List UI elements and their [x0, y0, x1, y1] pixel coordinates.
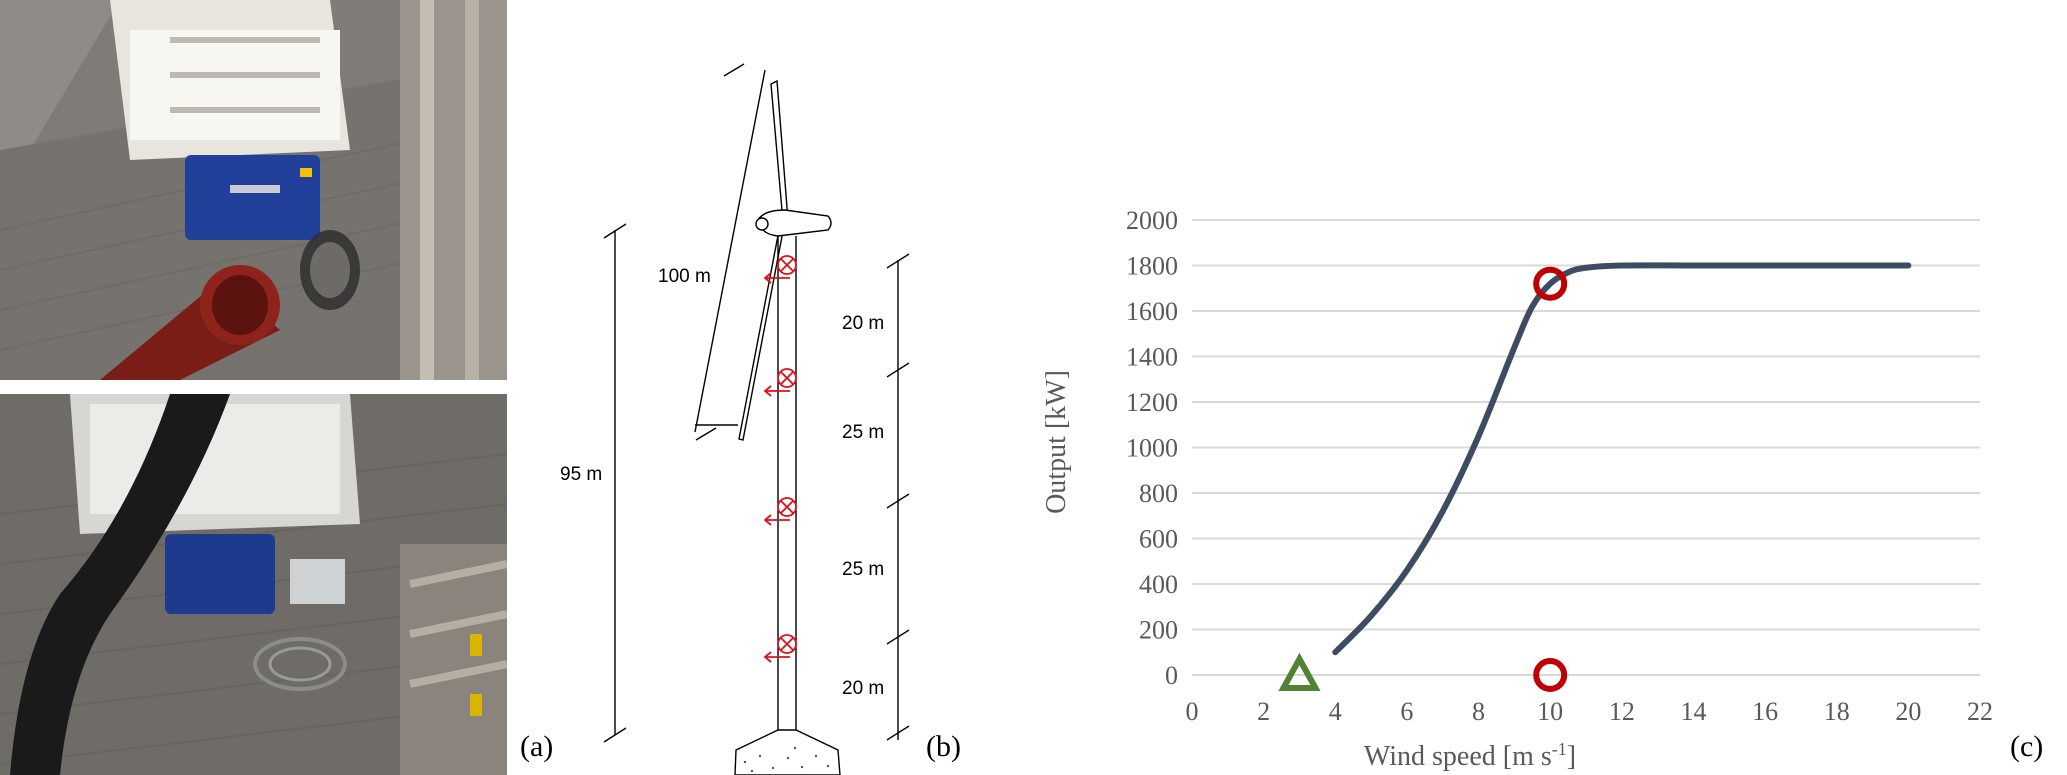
marker-triangle-2 [1278, 652, 1321, 691]
photo-bottom [0, 394, 507, 775]
marker-circle-1 [1533, 658, 1568, 692]
panel-label-b: (b) [926, 730, 961, 763]
segment-label-4: 20 m [842, 678, 884, 699]
blade-lower [738, 224, 785, 441]
photo-logger-bottom-view [0, 394, 507, 775]
panel-label-a: (a) [520, 730, 554, 763]
x-tick-18: 18 [1824, 697, 1850, 726]
x-tick-8: 8 [1472, 697, 1485, 726]
x-axis-title-end: ] [1567, 741, 1576, 772]
x-tick-2: 2 [1257, 697, 1270, 726]
y-axis-title: Output [kW] [1041, 370, 1072, 514]
y-tick-200: 200 [1139, 616, 1178, 645]
y-tick-1000: 1000 [1126, 434, 1178, 463]
sensor-2 [763, 368, 797, 397]
y-tick-1400: 1400 [1126, 343, 1178, 372]
sensor-3 [763, 497, 797, 526]
photo-top [0, 0, 507, 380]
power-curve-chart: 0 200 400 600 800 1000 1200 1400 1600 1800 2000 0 2… [1041, 206, 1994, 772]
rotor-dimension-line [694, 69, 766, 433]
y-tick-600: 600 [1139, 525, 1178, 554]
x-axis-title: Wind speed [m s-1] [1364, 739, 1576, 772]
y-tick-1800: 1800 [1126, 252, 1178, 281]
sensor-1 [763, 255, 797, 284]
y-tick-400: 400 [1139, 570, 1178, 599]
nacelle [757, 209, 832, 237]
x-tick-14: 14 [1680, 697, 1706, 726]
x-axis-title-sup: -1 [1552, 739, 1567, 759]
x-tick-22: 22 [1967, 697, 1993, 726]
x-tick-4: 4 [1329, 697, 1342, 726]
x-tick-labels: 0 2 4 6 8 10 12 14 16 18 20 22 [1186, 697, 1994, 726]
panel-label-c: (c) [2010, 730, 2044, 763]
rotor-diameter-label: 100 m [658, 266, 711, 287]
x-tick-0: 0 [1186, 697, 1199, 726]
photo-logger-top-view [0, 0, 507, 380]
y-tick-1600: 1600 [1126, 297, 1178, 326]
grid-lines [1192, 219, 1980, 676]
segment-label-1: 20 m [842, 313, 884, 334]
rotor-hub [755, 217, 769, 231]
sensor-group [763, 255, 797, 663]
y-tick-1200: 1200 [1126, 388, 1178, 417]
x-tick-12: 12 [1609, 697, 1635, 726]
segment-label-2: 25 m [842, 422, 884, 443]
y-tick-0: 0 [1165, 661, 1178, 690]
marker-circle-0 [1533, 266, 1568, 301]
hub-height-label: 95 m [560, 464, 602, 485]
segment-label-3: 25 m [842, 559, 884, 580]
x-tick-10: 10 [1537, 697, 1563, 726]
marker-layer [1278, 266, 1568, 692]
y-tick-2000: 2000 [1126, 206, 1178, 235]
x-tick-6: 6 [1400, 697, 1413, 726]
sensor-4 [763, 634, 797, 663]
y-tick-800: 800 [1139, 479, 1178, 508]
foundation [734, 729, 841, 775]
turbine-diagram: 100 m 95 m 20 m 25 m 25 m 20 m [560, 63, 910, 775]
series-layer [1332, 262, 1912, 656]
x-tick-16: 16 [1752, 697, 1778, 726]
blade-upper [770, 79, 789, 224]
y-tick-labels: 0 200 400 600 800 1000 1200 1400 1600 1800 2000 [1126, 206, 1178, 690]
x-tick-20: 20 [1895, 697, 1921, 726]
x-axis-title-main: Wind speed [m s [1364, 741, 1552, 772]
series-line-0 [1332, 262, 1912, 656]
